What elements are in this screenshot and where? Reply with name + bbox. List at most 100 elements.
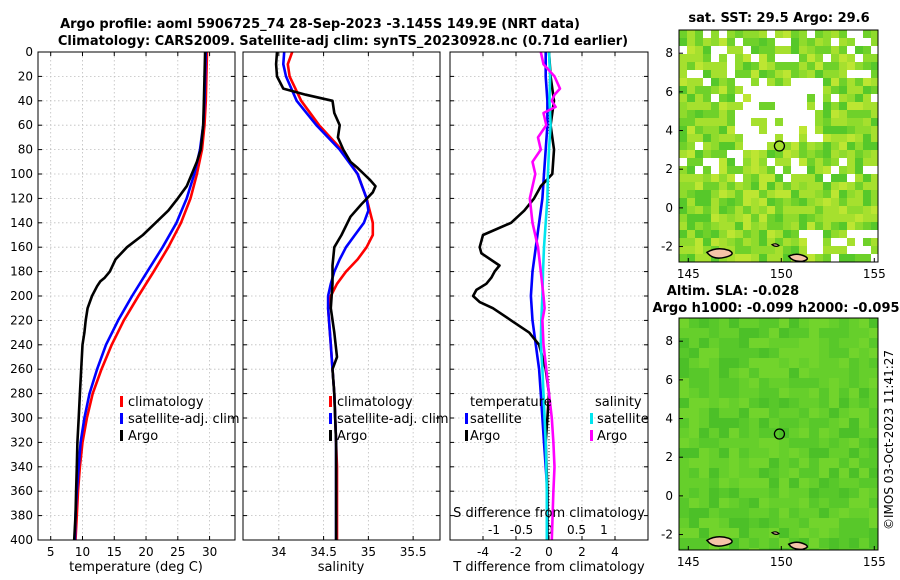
map-cell [807, 166, 815, 174]
map-cell [687, 118, 695, 126]
map-cell [809, 338, 819, 348]
map-cell [807, 142, 815, 150]
legend-argo-swatch [329, 430, 332, 441]
map-cell [819, 488, 829, 498]
map-cell [859, 438, 869, 448]
map-cell [689, 318, 699, 328]
map-cell [687, 254, 695, 262]
map-cell [863, 86, 871, 94]
map-cell [779, 478, 789, 488]
map-cell [699, 358, 709, 368]
map-cell [727, 150, 735, 158]
map-cell [823, 174, 831, 182]
map-cell [847, 238, 855, 246]
map-cell [847, 134, 855, 142]
map-cell [727, 118, 735, 126]
map-cell [799, 328, 809, 338]
map-cell [727, 254, 735, 262]
map-cell [783, 246, 791, 254]
map-field [679, 318, 878, 550]
map-cell [739, 388, 749, 398]
map-cell [823, 38, 831, 46]
map-cell [769, 468, 779, 478]
x-tick-label: 34 [271, 545, 286, 559]
map-cell [789, 498, 799, 508]
map-cell [687, 238, 695, 246]
map-cell [847, 246, 855, 254]
map-cell [775, 102, 783, 110]
map-cell [727, 38, 735, 46]
map-cell [859, 418, 869, 428]
map-cell [789, 318, 799, 328]
map-cell [783, 238, 791, 246]
map-cell [799, 166, 807, 174]
map-cell [751, 102, 759, 110]
map-cell [839, 348, 849, 358]
map-cell [727, 78, 735, 86]
map-cell [709, 428, 719, 438]
map-cell [839, 134, 847, 142]
map-cell [767, 190, 775, 198]
map-cell [779, 378, 789, 388]
map-cell [863, 30, 871, 38]
map-cell [823, 134, 831, 142]
map-cell [769, 328, 779, 338]
map-cell [709, 468, 719, 478]
map-cell [819, 548, 829, 550]
legend-argo-swatch [120, 430, 123, 441]
map-cell [695, 70, 703, 78]
map-cell [703, 38, 711, 46]
map-cell [855, 230, 863, 238]
map-cell [815, 206, 823, 214]
map-cell [807, 238, 815, 246]
map-cell [703, 206, 711, 214]
map-cell [687, 198, 695, 206]
map-cell [687, 150, 695, 158]
map-cell [815, 214, 823, 222]
map-cell [791, 102, 799, 110]
map-cell [869, 368, 878, 378]
map-cell [711, 102, 719, 110]
map-cell [849, 318, 859, 328]
map-cell [759, 338, 769, 348]
map-cell [829, 448, 839, 458]
map-cell [729, 408, 739, 418]
map-cell [719, 46, 727, 54]
map-cell [727, 206, 735, 214]
map-cell [791, 38, 799, 46]
map-cell [739, 508, 749, 518]
map-cell [703, 102, 711, 110]
map-cell [679, 548, 689, 550]
map-cell [815, 174, 823, 182]
map-cell [735, 54, 743, 62]
map-cell [749, 508, 759, 518]
map-cell [775, 38, 783, 46]
map-cell [839, 238, 847, 246]
map-cell [775, 142, 783, 150]
map-cell [749, 368, 759, 378]
map-cell [871, 30, 878, 38]
map-cell [791, 110, 799, 118]
map-cell [739, 348, 749, 358]
map-cell [863, 134, 871, 142]
map-cell [719, 348, 729, 358]
map-cell [829, 518, 839, 528]
map-cell [769, 448, 779, 458]
map-cell [719, 110, 727, 118]
map-cell [819, 318, 829, 328]
map-cell [735, 238, 743, 246]
map-cell [749, 408, 759, 418]
map-cell [815, 110, 823, 118]
map-cell [829, 418, 839, 428]
map-cell [779, 388, 789, 398]
map-cell [799, 158, 807, 166]
map-cell [759, 468, 769, 478]
map-cell [759, 254, 767, 262]
map-cell [711, 118, 719, 126]
map-cell [831, 230, 839, 238]
map-y-tick-label: -2 [661, 528, 673, 542]
map-cell [727, 134, 735, 142]
map-cell [775, 54, 783, 62]
map-cell [689, 368, 699, 378]
map-cell [703, 198, 711, 206]
